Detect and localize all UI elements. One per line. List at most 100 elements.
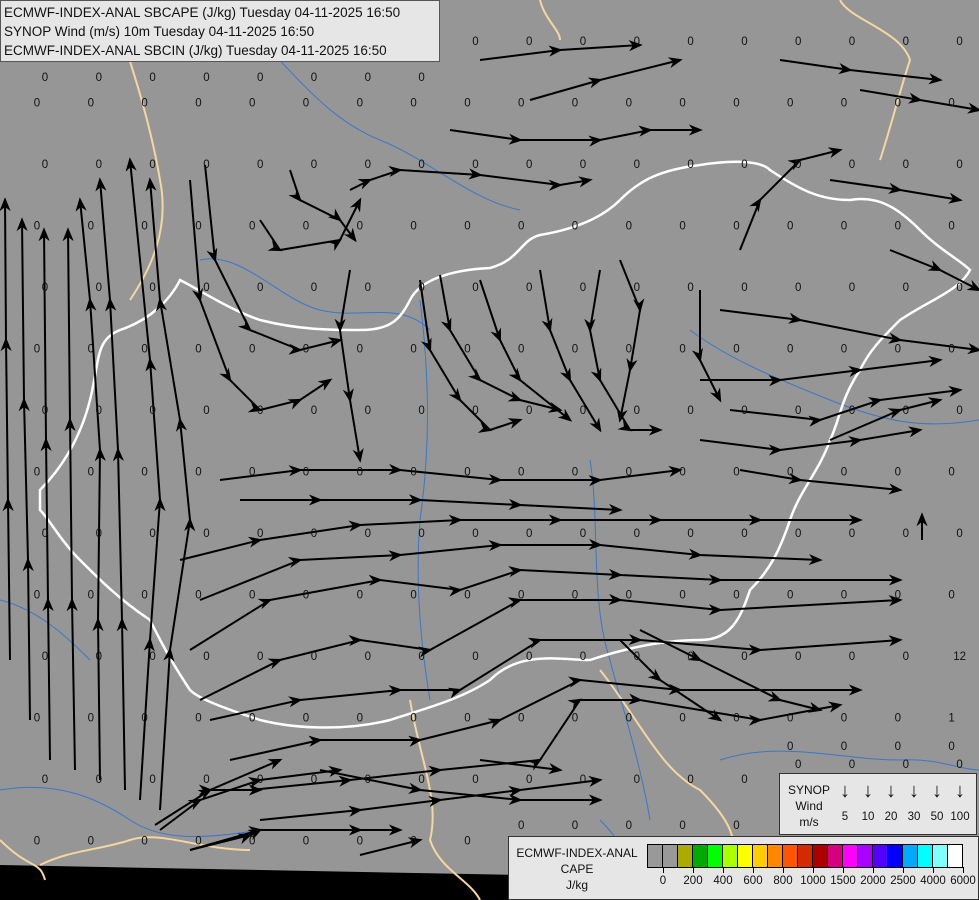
streamline — [0, 197, 14, 661]
sbcin-value: 0 — [948, 98, 954, 110]
wind-speed-label: 30 — [907, 811, 921, 823]
streamline — [199, 538, 823, 601]
sbcin-value: 0 — [572, 221, 578, 233]
colorbar-tick — [783, 867, 784, 873]
sbcin-value: 0 — [472, 405, 478, 417]
sbcin-value: 0 — [149, 528, 155, 540]
sbcin-value: 0 — [679, 713, 685, 725]
sbcin-value: 0 — [518, 344, 524, 356]
colorbar-tick-label: 2500 — [890, 875, 916, 887]
cape-legend-label-line: J/kg — [565, 878, 588, 892]
sbcin-value: 0 — [464, 836, 470, 848]
sbcin-value: 0 — [141, 713, 147, 725]
sbcin-value: 0 — [849, 159, 855, 171]
sbcin-value: 0 — [195, 98, 201, 110]
sbcin-value: 0 — [410, 344, 416, 356]
sbcin-value: 0 — [741, 405, 747, 417]
sbcin-value: 0 — [895, 467, 901, 479]
sbcin-value: 0 — [149, 405, 155, 417]
sbcin-value: 0 — [410, 836, 416, 848]
sbcin-value: 0 — [795, 282, 801, 294]
sbcin-value: 0 — [365, 159, 371, 171]
sbcin-value: 0 — [42, 405, 48, 417]
sbcin-value: 0 — [141, 836, 147, 848]
sbcin-value: 0 — [572, 590, 578, 602]
colorbar-tick — [873, 867, 874, 873]
down-arrow-icon: ↓ — [955, 780, 965, 802]
colorbar-tick — [813, 867, 814, 873]
color-swatch — [738, 845, 753, 867]
sbcin-value: 0 — [472, 528, 478, 540]
sbcin-value: 0 — [733, 820, 739, 832]
sbcin-value: 0 — [841, 590, 847, 602]
streamline — [349, 165, 593, 191]
sbcin-value: 0 — [741, 282, 747, 294]
streamline — [219, 463, 683, 487]
color-swatch — [678, 845, 693, 867]
streamline — [145, 177, 196, 811]
sbcin-value: 0 — [88, 467, 94, 479]
sbcin-value: 0 — [418, 528, 424, 540]
sbcin-value: 0 — [733, 344, 739, 356]
sbcin-value: 0 — [464, 467, 470, 479]
sbcin-value: 0 — [733, 221, 739, 233]
sbcin-value: 0 — [365, 405, 371, 417]
wind-legend-label: SYNOP Wind m/s — [784, 782, 834, 830]
sbcin-value: 0 — [195, 836, 201, 848]
streamline — [288, 169, 357, 243]
sbcin-value: 0 — [948, 467, 954, 479]
sbcin-value: 0 — [357, 98, 363, 110]
sbcin-value: 0 — [795, 528, 801, 540]
sbcin-value: 0 — [195, 221, 201, 233]
sbcin-value: 0 — [203, 651, 209, 663]
sbcin-value: 0 — [203, 282, 209, 294]
sbcin-value: 0 — [249, 713, 255, 725]
sbcin-value: 0 — [849, 282, 855, 294]
sbcin-value: 0 — [303, 713, 309, 725]
sbcin-value: 0 — [42, 528, 48, 540]
sbcin-value: 0 — [526, 774, 532, 786]
color-swatch — [813, 845, 828, 867]
sbcin-value: 0 — [195, 344, 201, 356]
sbcin-value: 0 — [526, 651, 532, 663]
sbcin-value: 0 — [679, 467, 685, 479]
sbcin-value: 0 — [88, 344, 94, 356]
color-swatch — [873, 845, 888, 867]
sbcin-value: 0 — [626, 590, 632, 602]
sbcin-value: 0 — [311, 405, 317, 417]
sbcin-value: 0 — [88, 98, 94, 110]
sbcin-value: 0 — [679, 820, 685, 832]
sbcin-value: 0 — [895, 713, 901, 725]
sbcin-value: 0 — [141, 221, 147, 233]
wind-legend-label-line: Wind — [795, 799, 823, 813]
sbcin-value: 0 — [311, 282, 317, 294]
colorbar-tick — [663, 867, 664, 873]
sbcin-value: 0 — [741, 159, 747, 171]
sbcin-value: 0 — [418, 405, 424, 417]
streamline — [699, 426, 923, 456]
sbcin-value: 0 — [42, 651, 48, 663]
sbcin-value: 0 — [357, 590, 363, 602]
wind-legend-item: ↓ 50 — [926, 780, 948, 824]
sbcin-value: 0 — [580, 774, 586, 786]
sbcin-value: 0 — [249, 836, 255, 848]
sbcin-value: 0 — [903, 528, 909, 540]
sbcin-value: 0 — [472, 651, 478, 663]
sbcin-value: 0 — [311, 159, 317, 171]
sbcin-value: 0 — [572, 820, 578, 832]
sbcin-value: 0 — [795, 759, 801, 771]
sbcin-value: 0 — [357, 221, 363, 233]
colorbar-tick — [723, 867, 724, 873]
sbcin-value: 0 — [365, 72, 371, 84]
sbcin-value: 0 — [141, 98, 147, 110]
sbcin-value: 0 — [841, 713, 847, 725]
sbcin-value: 0 — [634, 36, 640, 48]
sbcin-value: 0 — [580, 159, 586, 171]
sbcin-value: 0 — [679, 221, 685, 233]
sbcin-value: 0 — [34, 713, 40, 725]
sbcin-value: 0 — [687, 282, 693, 294]
sbcin-value: 0 — [634, 159, 640, 171]
sbcin-value: 0 — [311, 528, 317, 540]
color-swatch — [888, 845, 903, 867]
sbcin-value: 0 — [733, 713, 739, 725]
